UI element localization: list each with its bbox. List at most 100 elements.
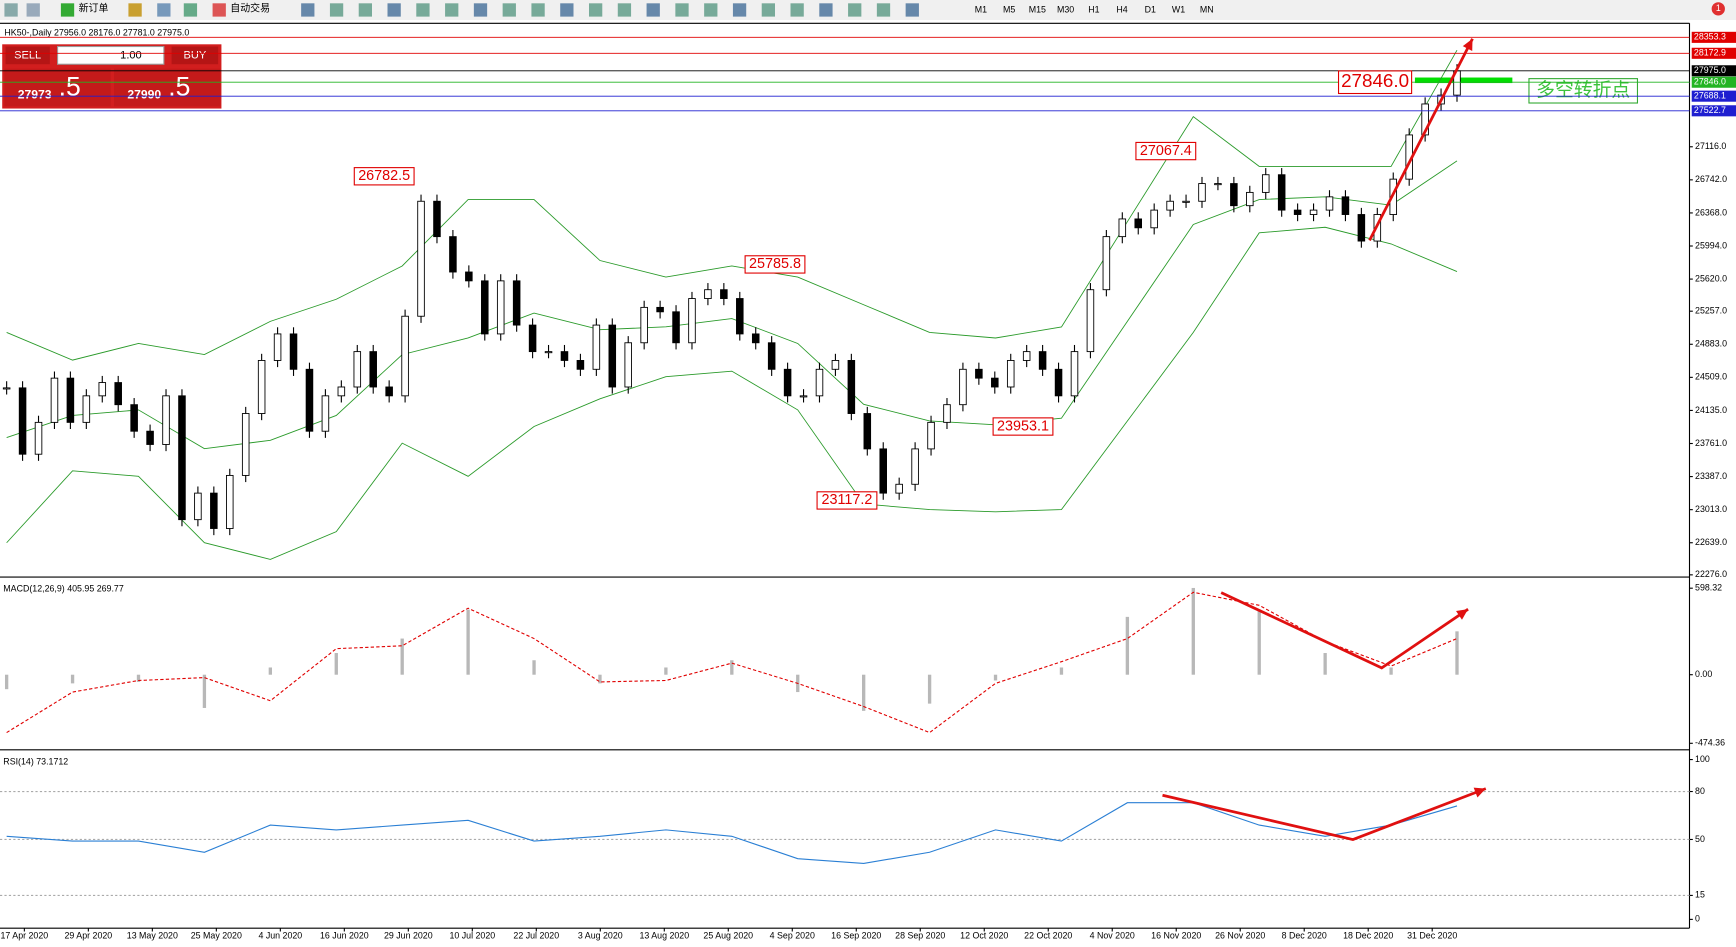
- y-tick-label: 22639.0: [1695, 537, 1727, 547]
- tool-icon[interactable]: [387, 3, 401, 17]
- volume-input[interactable]: [57, 45, 165, 65]
- candle-body: [353, 351, 362, 388]
- macd-bar: [1455, 631, 1459, 675]
- timeframe[interactable]: M30: [1057, 4, 1074, 14]
- tool-icon[interactable]: [732, 3, 747, 17]
- candle-body: [1134, 218, 1143, 229]
- tool-icon[interactable]: [473, 3, 488, 17]
- timeframe[interactable]: D1: [1145, 4, 1156, 14]
- timeframe[interactable]: H1: [1088, 4, 1099, 14]
- timeframe[interactable]: M1: [975, 4, 987, 14]
- tool-icon[interactable]: [589, 3, 603, 17]
- candle-body: [34, 421, 43, 455]
- x-tick-label: 22 Jul 2020: [513, 930, 559, 940]
- tool-icon[interactable]: [358, 3, 372, 17]
- toolbar: [0, 0, 1736, 20]
- tool-icon[interactable]: [445, 3, 459, 17]
- turning-point-box: [1528, 78, 1639, 104]
- tool-icon[interactable]: [848, 3, 862, 17]
- ask-main[interactable]: 27990: [127, 87, 161, 101]
- macd-bar: [1059, 667, 1064, 675]
- tool-icon[interactable]: [531, 3, 545, 17]
- candle-body: [1022, 351, 1031, 361]
- ask-pip[interactable]: .5: [168, 72, 190, 102]
- bid-pip[interactable]: .5: [59, 72, 81, 102]
- volume[interactable]: 1.00: [120, 49, 142, 61]
- tool-icon[interactable]: [416, 3, 430, 17]
- macd-signal: [6, 591, 1458, 734]
- candle-body: [959, 368, 967, 406]
- price-tag: [1691, 76, 1736, 88]
- tool-icon[interactable]: [617, 3, 632, 17]
- macd-bar: [268, 667, 273, 675]
- candle-body: [608, 324, 617, 388]
- price-tag: [1691, 31, 1736, 43]
- timeframe[interactable]: M15: [1029, 4, 1046, 14]
- auto-trade[interactable]: 自动交易: [230, 1, 270, 14]
- candle-body: [560, 351, 569, 361]
- auto-trade-icon[interactable]: [212, 3, 226, 17]
- tool-icon[interactable]: [329, 3, 344, 17]
- alert-count: 1: [1716, 3, 1721, 13]
- tool-icon[interactable]: [819, 3, 833, 17]
- timeframe[interactable]: M5: [1003, 4, 1015, 14]
- candle-body: [576, 360, 585, 370]
- candle-body: [1198, 183, 1206, 202]
- candle-body: [751, 333, 760, 344]
- macd-bar: [862, 674, 866, 711]
- candle-body: [512, 280, 521, 326]
- candle-body: [815, 368, 824, 397]
- price-annotation-box: [992, 417, 1054, 436]
- candle-body: [544, 351, 553, 354]
- candle-body: [178, 395, 186, 521]
- tool-icon[interactable]: [502, 3, 516, 17]
- macd-bar: [532, 660, 536, 675]
- candle-body: [114, 382, 122, 406]
- tool-icon[interactable]: [128, 3, 142, 17]
- turning-point-label: 多空转折点: [1536, 79, 1630, 100]
- timeframe[interactable]: H4: [1116, 4, 1127, 14]
- bid-main[interactable]: 27973: [18, 87, 52, 101]
- candle-body: [1086, 289, 1095, 353]
- buy-price-box[interactable]: [114, 68, 221, 107]
- tool-icon[interactable]: [4, 3, 18, 17]
- buy-button[interactable]: [171, 46, 219, 65]
- timeframe[interactable]: MN: [1200, 4, 1214, 14]
- x-tick-label: 3 Aug 2020: [578, 930, 623, 940]
- candle-body: [1182, 200, 1190, 203]
- macd-bar: [202, 674, 207, 708]
- candle-body: [943, 404, 951, 423]
- candle-body: [1006, 360, 1015, 388]
- new-order-icon[interactable]: [60, 3, 75, 17]
- sell-button[interactable]: [5, 46, 50, 65]
- timeframe[interactable]: W1: [1172, 4, 1185, 14]
- tool-icon[interactable]: [905, 3, 919, 17]
- tool-icon[interactable]: [704, 3, 718, 17]
- buy-label[interactable]: BUY: [183, 49, 206, 61]
- tool-icon[interactable]: [560, 3, 574, 17]
- tool-icon[interactable]: [157, 3, 171, 17]
- price-annotation-box: [816, 491, 878, 510]
- sell-price-box[interactable]: [4, 68, 111, 107]
- y-tick-label: 25257.0: [1695, 306, 1727, 316]
- tool-icon[interactable]: [26, 3, 40, 17]
- candle-body: [799, 395, 808, 398]
- alert-badge[interactable]: [1711, 2, 1725, 16]
- y-tick-label: 23761.0: [1695, 438, 1727, 448]
- tool-icon[interactable]: [646, 3, 660, 17]
- price-annotation: 27846.0: [1341, 70, 1409, 91]
- candle-body: [465, 271, 473, 282]
- candle-body: [1102, 236, 1111, 291]
- new-order[interactable]: 新订单: [79, 1, 109, 14]
- tool-icon[interactable]: [183, 3, 198, 17]
- candle-body: [210, 492, 218, 529]
- macd-bar: [1125, 616, 1130, 675]
- sell-label[interactable]: SELL: [14, 49, 41, 61]
- tool-icon[interactable]: [761, 3, 775, 17]
- tool-icon[interactable]: [876, 3, 891, 17]
- tool-icon[interactable]: [790, 3, 804, 17]
- candle-body: [1325, 196, 1334, 211]
- tool-icon[interactable]: [301, 3, 315, 17]
- candle-body: [656, 306, 664, 313]
- tool-icon[interactable]: [675, 3, 689, 17]
